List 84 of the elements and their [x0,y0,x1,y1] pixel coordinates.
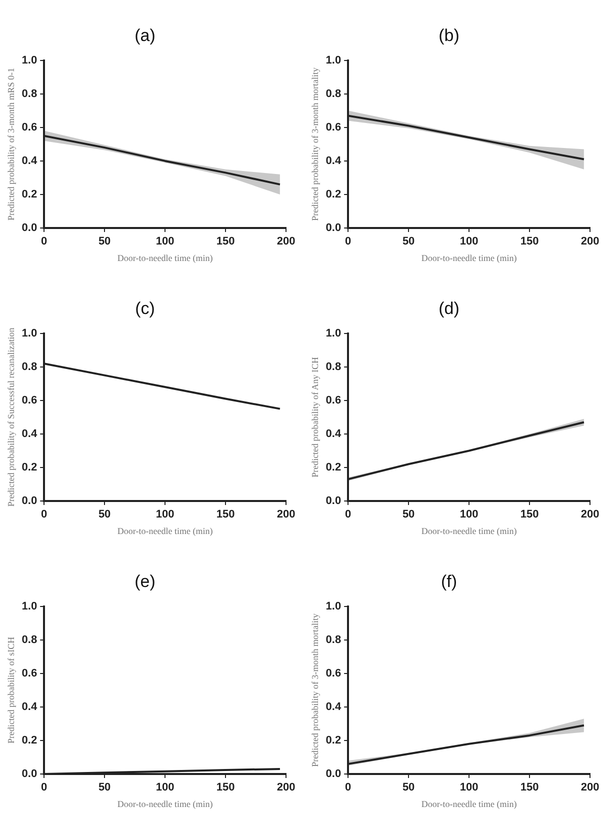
x-tick-label: 200 [580,782,600,794]
x-tick-label: 0 [345,782,352,794]
y-axis-title: Predicted probability of 3-month mortality [310,66,320,221]
y-tick-label: 0.0 [326,768,342,780]
x-tick-label: 200 [580,236,600,248]
y-tick-label: 0.6 [22,121,38,134]
y-tick-label: 0.2 [326,462,342,474]
x-axis-title: Door-to-needle time (min) [421,798,517,809]
x-tick-label: 150 [520,508,539,521]
y-tick-label: 0.4 [22,428,38,440]
y-tick-label: 1.0 [326,327,342,340]
x-tick-label: 50 [402,782,415,794]
y-axis-title: Predicted probability of 3-month mortality [310,612,320,767]
y-tick-label: 0.4 [326,428,342,440]
chart-title: (a) [134,26,156,45]
chart-title: (f) [440,572,458,591]
x-tick-label: 100 [460,782,478,794]
x-tick-label: 50 [98,508,111,521]
x-axis-title: Door-to-needle time (min) [117,526,213,536]
y-tick-label: 0.8 [22,360,38,373]
y-tick-label: 0.8 [22,634,38,646]
x-tick-label: 200 [580,508,600,521]
y-tick-label: 0.0 [326,495,342,508]
chart-title: (d) [438,298,460,318]
y-tick-label: 0.2 [22,188,38,201]
x-tick-label: 50 [98,236,111,248]
x-tick-label: 200 [276,236,296,248]
y-tick-label: 1.0 [22,327,38,340]
y-tick-label: 0.2 [326,188,342,201]
x-tick-label: 50 [402,508,415,521]
y-tick-label: 1.0 [326,54,342,66]
y-tick-label: 0.6 [326,121,342,134]
y-tick-label: 0.6 [326,394,342,406]
x-tick-label: 0 [41,508,48,521]
x-tick-label: 100 [460,236,478,248]
x-tick-label: 200 [276,508,296,521]
x-tick-label: 200 [276,782,296,794]
y-tick-label: 0.6 [22,667,38,680]
x-tick-label: 100 [156,508,174,521]
y-tick-label: 0.0 [22,222,38,234]
x-axis-title: Door-to-needle time (min) [421,252,517,263]
x-axis-title: Door-to-needle time (min) [117,798,213,809]
y-tick-label: 0.4 [22,700,38,713]
x-axis-title: Door-to-needle time (min) [421,526,517,536]
y-tick-label: 1.0 [22,600,38,612]
x-tick-label: 150 [520,236,539,248]
y-tick-label: 0.4 [22,154,38,167]
x-tick-label: 150 [216,236,235,248]
x-tick-label: 50 [402,236,415,248]
y-tick-label: 0.0 [22,495,38,508]
y-tick-label: 1.0 [326,600,342,612]
y-tick-label: 0.0 [326,222,342,234]
x-tick-label: 100 [156,782,174,794]
y-axis-title: Predicted probability of Successful recanalization [6,327,16,507]
x-tick-label: 0 [345,236,352,248]
chart-title: (c) [135,298,155,318]
x-tick-label: 0 [345,508,352,521]
y-tick-label: 0.6 [326,667,342,680]
y-tick-label: 0.4 [326,154,342,167]
y-tick-label: 0.2 [22,462,38,474]
y-tick-label: 0.8 [326,88,342,100]
x-tick-label: 150 [216,508,235,521]
y-tick-label: 0.6 [22,394,38,406]
y-tick-label: 0.8 [326,360,342,373]
x-tick-label: 100 [156,236,174,248]
x-tick-label: 150 [520,782,539,794]
chart-title: (b) [438,26,460,45]
x-tick-label: 0 [41,236,48,248]
y-tick-label: 0.8 [326,634,342,646]
y-tick-label: 0.4 [326,700,342,713]
y-tick-label: 0.0 [22,768,38,780]
y-axis-title: Predicted probability of Any ICH [310,356,320,478]
chart-title: (e) [134,572,156,591]
y-axis-title: Predicted probability of 3-month mRS 0-1 [6,68,16,221]
y-tick-label: 0.2 [22,734,38,747]
y-axis-title: Predicted probability of sICH [6,636,16,744]
y-tick-label: 0.2 [326,734,342,747]
x-tick-label: 100 [460,508,478,521]
x-axis-title: Door-to-needle time (min) [117,252,213,263]
y-tick-label: 1.0 [22,54,38,66]
y-tick-label: 0.8 [22,88,38,100]
x-tick-label: 150 [216,782,235,794]
x-tick-label: 0 [41,782,48,794]
x-tick-label: 50 [98,782,111,794]
